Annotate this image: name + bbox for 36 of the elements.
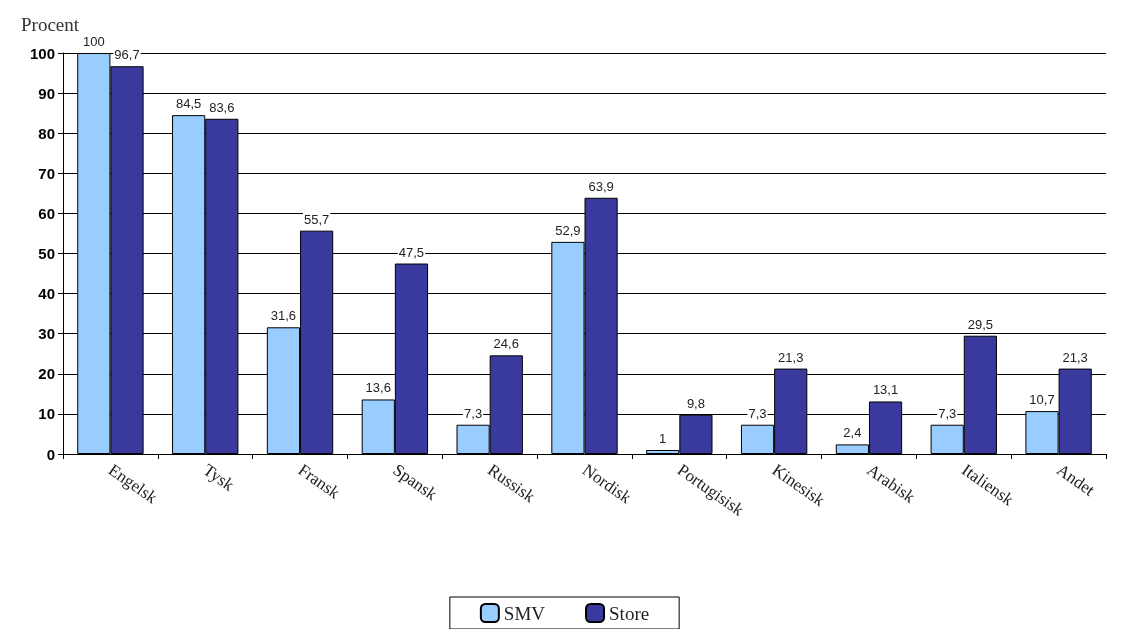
y-tick-label: 20 — [38, 365, 55, 383]
data-label: 7,3 — [938, 405, 957, 421]
data-label: 10,7 — [1029, 392, 1055, 408]
data-label: 96,7 — [114, 47, 140, 63]
data-label: 52,9 — [555, 222, 581, 238]
data-label: 29,5 — [967, 316, 994, 332]
data-label: 83,6 — [209, 99, 235, 115]
y-tick-label: 80 — [38, 124, 55, 142]
y-tick-label: 70 — [38, 164, 55, 182]
y-axis-title: Procent — [21, 14, 80, 35]
y-tick-label: 90 — [38, 84, 55, 102]
data-label: 84,5 — [175, 96, 202, 112]
data-label: 55,7 — [303, 211, 330, 227]
y-tick-label: 60 — [38, 204, 55, 222]
data-label: 2,4 — [843, 425, 862, 441]
data-label: 21,3 — [1062, 349, 1088, 365]
data-label: 7,3 — [748, 405, 767, 421]
y-tick-label: 100 — [29, 44, 55, 62]
data-label: 13,1 — [872, 382, 899, 398]
y-tick-label: 0 — [46, 445, 55, 463]
data-label: 47,5 — [398, 244, 425, 260]
data-label: 100 — [82, 34, 105, 49]
y-tick-label: 30 — [38, 325, 55, 343]
legend-label: SMV — [503, 602, 546, 624]
data-label: 7,3 — [464, 405, 483, 421]
legend-label: Store — [609, 602, 650, 624]
y-tick-label: 50 — [38, 245, 55, 262]
y-tick-label: 40 — [38, 285, 55, 303]
data-label: 21,3 — [778, 349, 804, 365]
data-label: 9,8 — [686, 395, 705, 411]
data-label: 24,6 — [493, 336, 519, 352]
data-label: 13,6 — [365, 380, 391, 396]
data-label: 63,9 — [588, 178, 614, 194]
data-label: 1 — [659, 430, 667, 446]
y-tick-label: 10 — [38, 405, 55, 423]
data-label: 31,6 — [270, 308, 297, 324]
